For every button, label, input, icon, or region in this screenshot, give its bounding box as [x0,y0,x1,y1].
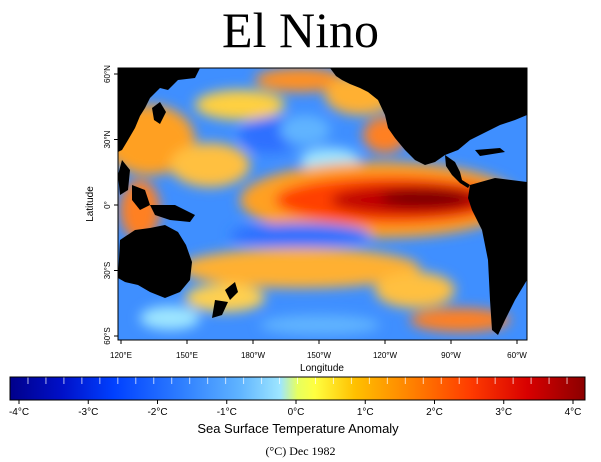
lon-tick-label: 120°W [373,351,398,360]
lat-tick-label: 0° [103,201,112,209]
north-america-land [330,68,527,165]
lat-tick-label: 30°N [103,130,112,148]
colorbar-separators [27,377,568,384]
new-guinea-land [150,205,195,222]
page-title: El Nino [222,2,379,58]
lon-tick-label: 150°E [176,351,198,360]
lat-tick-label: 30°S [103,262,112,279]
date-caption: (°C) Dec 1982 [265,444,336,458]
south-america-land [468,178,527,335]
australia-land [118,225,192,298]
japan-land [152,102,166,124]
colorbar-tick-label: 4°C [565,407,582,418]
colorbar-tick-label: 3°C [495,407,512,418]
landmasses [118,68,527,335]
map-frame [117,67,528,341]
longitude-ticks: 120°E 150°E 180°W 150°W 120°W 90°W 60°W [110,340,527,360]
lon-tick-label: 60°W [507,351,527,360]
lat-tick-label: 60°N [103,65,112,83]
central-america-land [445,155,470,188]
colorbar-frame [9,376,586,401]
colorbar-tick-label: -2°C [147,407,167,418]
new-zealand-land [225,282,238,300]
colorbar-tick-label: -3°C [78,407,98,418]
lon-tick-label: 150°W [307,351,332,360]
colorbar-title: Sea Surface Temperature Anomaly [197,421,399,436]
lon-tick-label: 120°E [110,351,132,360]
lon-tick-label: 90°W [441,351,461,360]
y-axis-label: Latitude [85,186,96,222]
lon-tick-label: 180°W [241,351,266,360]
asia-land [118,68,200,152]
colorbar-tick-label: 1°C [357,407,374,418]
lat-tick-label: 60°S [103,327,112,344]
colorbar-tick-label: 2°C [426,407,443,418]
latitude-ticks: 60°N 30°N 0° 30°S 60°S [103,65,118,345]
colorbar-tick-label: 0°C [288,407,305,418]
colorbar-tick-label: -1°C [217,407,237,418]
colorbar-tick-label: -4°C [9,407,29,418]
colorbar-ticks: -4°C -3°C -2°C -1°C 0°C 1°C 2°C 3°C 4°C [9,400,581,418]
x-axis-label: Longitude [300,363,344,374]
